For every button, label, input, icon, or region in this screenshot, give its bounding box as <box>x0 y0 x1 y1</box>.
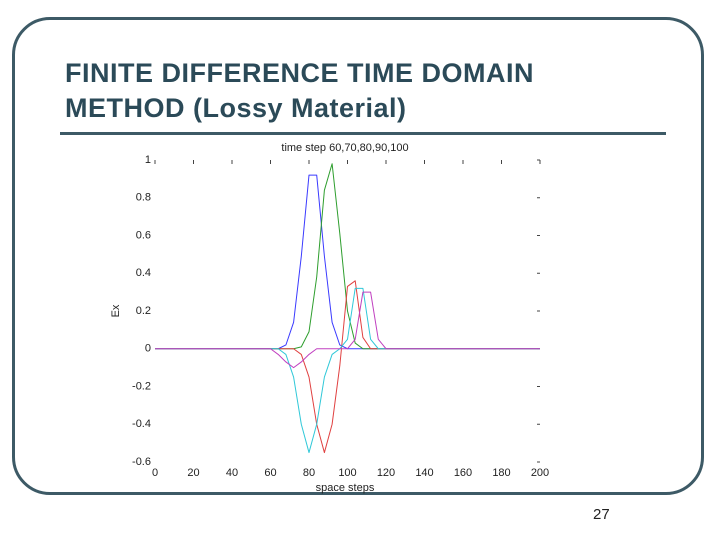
x-tick-label: 140 <box>415 467 433 479</box>
series-line <box>155 280 540 454</box>
y-tick-label: 0.2 <box>136 305 151 317</box>
x-tick-label: 0 <box>152 467 158 479</box>
y-axis-label: Ex <box>110 304 122 317</box>
x-tick-label: 40 <box>226 467 238 479</box>
slide-title: FINITE DIFFERENCE TIME DOMAIN <box>65 58 534 88</box>
x-tick-label: 20 <box>187 467 199 479</box>
page-number: 27 <box>593 506 610 523</box>
y-tick-label: 0.8 <box>136 192 151 204</box>
y-tick-label: 1 <box>145 154 151 166</box>
x-tick-label: 80 <box>303 467 315 479</box>
x-axis-label: space steps <box>316 482 375 494</box>
slide-title: METHOD (Lossy Material) <box>65 93 407 123</box>
x-tick-label: 60 <box>264 467 276 479</box>
slide-frame <box>12 17 704 495</box>
title-rule <box>60 132 666 135</box>
y-tick-label: 0.4 <box>136 267 151 279</box>
chart-title: time step 60,70,80,90,100 <box>281 142 408 154</box>
x-tick-label: 180 <box>492 467 510 479</box>
x-tick-label: 120 <box>377 467 395 479</box>
y-tick-label: -0.6 <box>132 456 151 468</box>
y-tick-label: -0.4 <box>132 418 151 430</box>
x-tick-label: 100 <box>338 467 356 479</box>
y-tick-label: -0.2 <box>132 380 151 392</box>
series-line <box>155 291 540 369</box>
y-tick-label: 0 <box>145 343 151 355</box>
x-tick-label: 200 <box>531 467 549 479</box>
x-tick-label: 160 <box>454 467 472 479</box>
y-tick-label: 0.6 <box>136 229 151 241</box>
series-line <box>155 174 540 350</box>
series-line <box>155 163 540 350</box>
series-line <box>155 287 540 454</box>
